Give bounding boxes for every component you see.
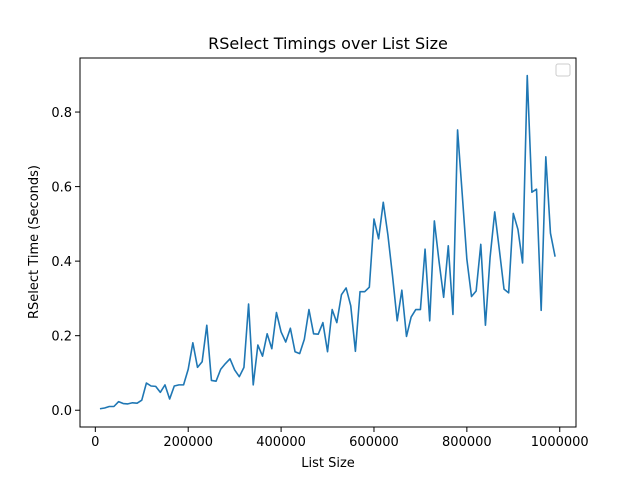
y-tick-label: 0.6 [51, 181, 72, 196]
y-tick-label: 0.8 [51, 106, 72, 121]
series-line-0 [99, 74, 556, 410]
y-axis-ticks: 0.0 0.2 0.4 0.6 0.8 [51, 106, 80, 419]
series-layer [99, 74, 556, 410]
x-tick-label: 0 [91, 435, 99, 450]
x-axis-label: List Size [301, 456, 355, 471]
x-tick-label: 600000 [349, 435, 399, 450]
x-tick-label: 400000 [256, 435, 306, 450]
legend-box [555, 63, 571, 77]
x-axis-ticks: 0 200000 400000 600000 800000 1000000 [91, 427, 589, 450]
y-tick-label: 0.4 [51, 255, 72, 270]
x-tick-label: 1000000 [531, 435, 589, 450]
y-tick-label: 0.0 [51, 404, 72, 419]
y-axis-label: RSelect Time (Seconds) [27, 165, 42, 319]
legend [555, 63, 571, 77]
plot-area [79, 57, 577, 428]
x-tick-label: 800000 [442, 435, 492, 450]
chart-title: RSelect Timings over List Size [208, 34, 448, 53]
plot-frame [79, 57, 577, 428]
y-tick-label: 0.2 [51, 330, 72, 345]
x-tick-label: 200000 [163, 435, 213, 450]
